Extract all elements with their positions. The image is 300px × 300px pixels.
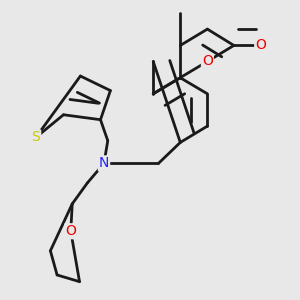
Text: S: S [32, 130, 40, 145]
Text: O: O [202, 55, 213, 68]
Text: O: O [255, 38, 266, 52]
Text: N: N [99, 156, 109, 170]
Text: O: O [65, 224, 76, 238]
